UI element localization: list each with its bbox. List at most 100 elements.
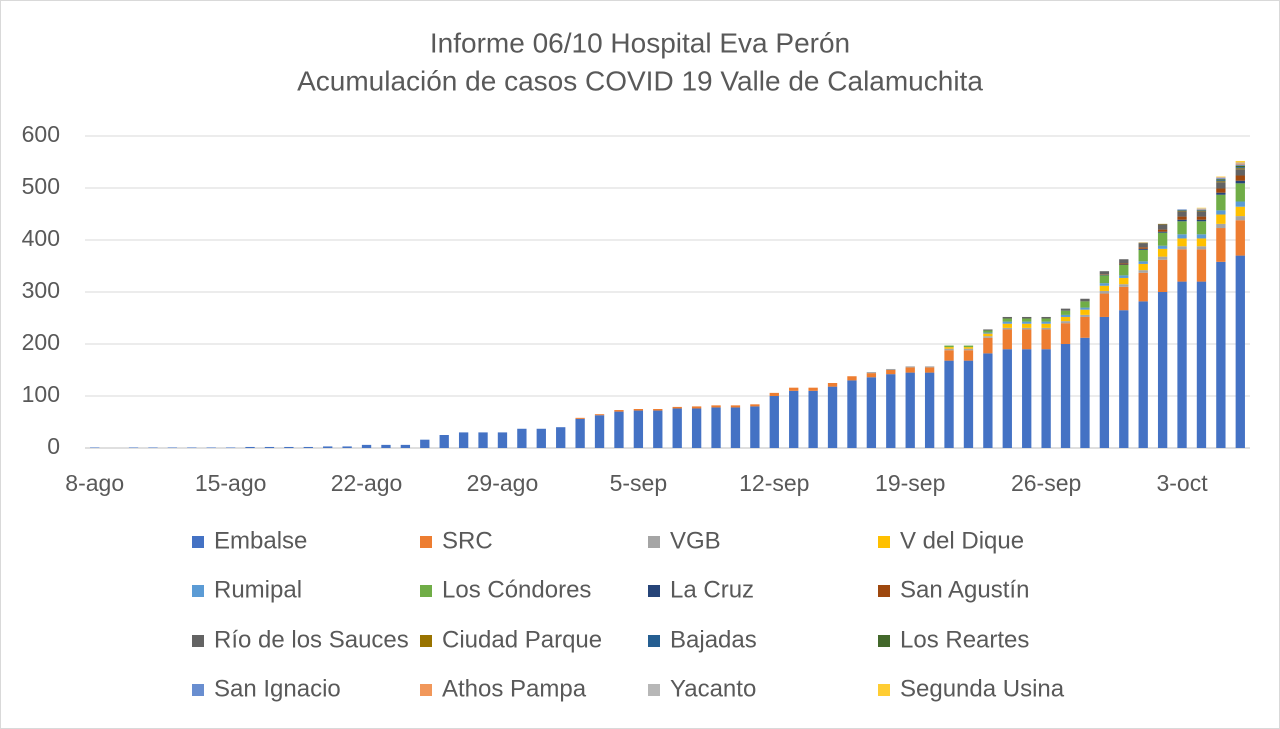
bar-segment bbox=[1235, 206, 1245, 217]
bar-segment bbox=[1177, 221, 1187, 235]
legend-swatch bbox=[648, 536, 660, 548]
legend-label: San Agustín bbox=[900, 576, 1029, 603]
x-tick-label: 5-sep bbox=[610, 470, 668, 496]
bar-segment bbox=[1022, 327, 1032, 330]
x-tick-label: 22-ago bbox=[331, 470, 403, 496]
bar-segment bbox=[1216, 188, 1226, 193]
bar-segment bbox=[808, 387, 818, 391]
legend-swatch bbox=[878, 684, 890, 696]
bar-segment bbox=[284, 446, 294, 448]
bar-segment bbox=[1002, 323, 1012, 328]
bar-segment bbox=[1157, 256, 1168, 260]
bar-segment bbox=[1216, 177, 1226, 178]
bar-segment bbox=[963, 347, 974, 349]
bar-segment bbox=[1002, 329, 1012, 350]
bar-segment bbox=[1177, 216, 1187, 220]
bar-segment bbox=[1196, 209, 1207, 210]
bar-segment bbox=[1119, 286, 1129, 311]
bar-segment bbox=[1177, 234, 1187, 239]
legend-swatch bbox=[192, 536, 204, 548]
bar-segment bbox=[730, 407, 741, 448]
bar-segment bbox=[1041, 321, 1051, 324]
bar-segment bbox=[905, 367, 915, 373]
bar-segment bbox=[1196, 238, 1207, 247]
bar-segment bbox=[614, 410, 624, 412]
bar-segment bbox=[1235, 162, 1245, 164]
bar-segment bbox=[1119, 264, 1129, 276]
bar-segment bbox=[672, 408, 682, 448]
legend-swatch bbox=[648, 684, 660, 696]
bar-segment bbox=[1196, 210, 1207, 212]
legend-swatch bbox=[878, 536, 890, 548]
bar-segment bbox=[983, 337, 993, 354]
x-tick-label: 8-ago bbox=[65, 470, 124, 496]
legend-swatch bbox=[648, 635, 660, 647]
bar-segment bbox=[1119, 259, 1129, 264]
bar-segment bbox=[1157, 259, 1168, 292]
legend-swatch bbox=[648, 585, 660, 597]
y-tick-label: 0 bbox=[47, 433, 60, 459]
bar-segment bbox=[1041, 329, 1051, 350]
bar-segment bbox=[711, 405, 721, 408]
bar-segment bbox=[1060, 310, 1071, 315]
bar-segment bbox=[1216, 181, 1226, 183]
bar-segment bbox=[653, 410, 663, 448]
bar-segment bbox=[847, 380, 857, 448]
bar-segment bbox=[1216, 182, 1226, 189]
bar-segment bbox=[458, 432, 469, 448]
bar-segment bbox=[827, 383, 838, 387]
bar-segment bbox=[1022, 316, 1032, 319]
bar-segment bbox=[1099, 316, 1110, 448]
bar-segment bbox=[1216, 178, 1226, 180]
legend-swatch bbox=[192, 635, 204, 647]
bar-segment bbox=[963, 348, 974, 351]
bar-segment bbox=[1196, 216, 1207, 220]
x-tick-label: 15-ago bbox=[195, 470, 267, 496]
bar-segment bbox=[1138, 261, 1148, 264]
bar-segment bbox=[128, 447, 139, 448]
bar-segment bbox=[1216, 179, 1226, 181]
bar-segment bbox=[556, 427, 566, 448]
bar-segment bbox=[167, 447, 178, 448]
bar-segment bbox=[983, 333, 993, 337]
x-tick-label: 29-ago bbox=[467, 470, 539, 496]
bar-segment bbox=[1002, 321, 1012, 324]
bar-segment bbox=[1060, 308, 1071, 311]
bar-segment bbox=[1196, 234, 1207, 239]
bar-segment bbox=[1099, 290, 1110, 294]
bar-segment bbox=[517, 428, 527, 448]
y-tick-label: 500 bbox=[22, 173, 60, 199]
bar-segment bbox=[1041, 323, 1051, 328]
bar-segment bbox=[1041, 316, 1051, 319]
bar-segment bbox=[245, 446, 255, 448]
bar-segment bbox=[1177, 238, 1187, 247]
bar-segment bbox=[1235, 175, 1245, 181]
bar-segment bbox=[808, 390, 818, 448]
bar-segment bbox=[1235, 163, 1245, 165]
bar-segment bbox=[1002, 316, 1012, 319]
bar-segment bbox=[1235, 183, 1245, 202]
bar-segment bbox=[594, 414, 605, 416]
bar-segment bbox=[905, 366, 915, 368]
bar-segment bbox=[1119, 284, 1129, 287]
bar-segment bbox=[1235, 180, 1245, 184]
bar-segment bbox=[1080, 298, 1090, 302]
legend-label: Embalse bbox=[214, 527, 307, 554]
bar-segment bbox=[1138, 270, 1148, 273]
bar-segment bbox=[1080, 309, 1090, 315]
bar-segment bbox=[1196, 211, 1207, 217]
bar-segment bbox=[711, 407, 721, 448]
bar-segment bbox=[789, 387, 799, 391]
legend-label: Río de los Sauces bbox=[214, 626, 409, 653]
bar-segment bbox=[614, 411, 624, 448]
bar-segment bbox=[944, 350, 954, 361]
bar-segment bbox=[1041, 349, 1051, 448]
legend-label: Athos Pampa bbox=[442, 675, 587, 702]
bar-segment bbox=[963, 350, 974, 361]
legend-label: Los Reartes bbox=[900, 626, 1029, 653]
bar-segment bbox=[536, 428, 546, 448]
legend-label: Segunda Usina bbox=[900, 675, 1065, 702]
bar-segment bbox=[983, 336, 993, 338]
bar-segment bbox=[1060, 314, 1071, 317]
bar-segment bbox=[1235, 216, 1245, 221]
